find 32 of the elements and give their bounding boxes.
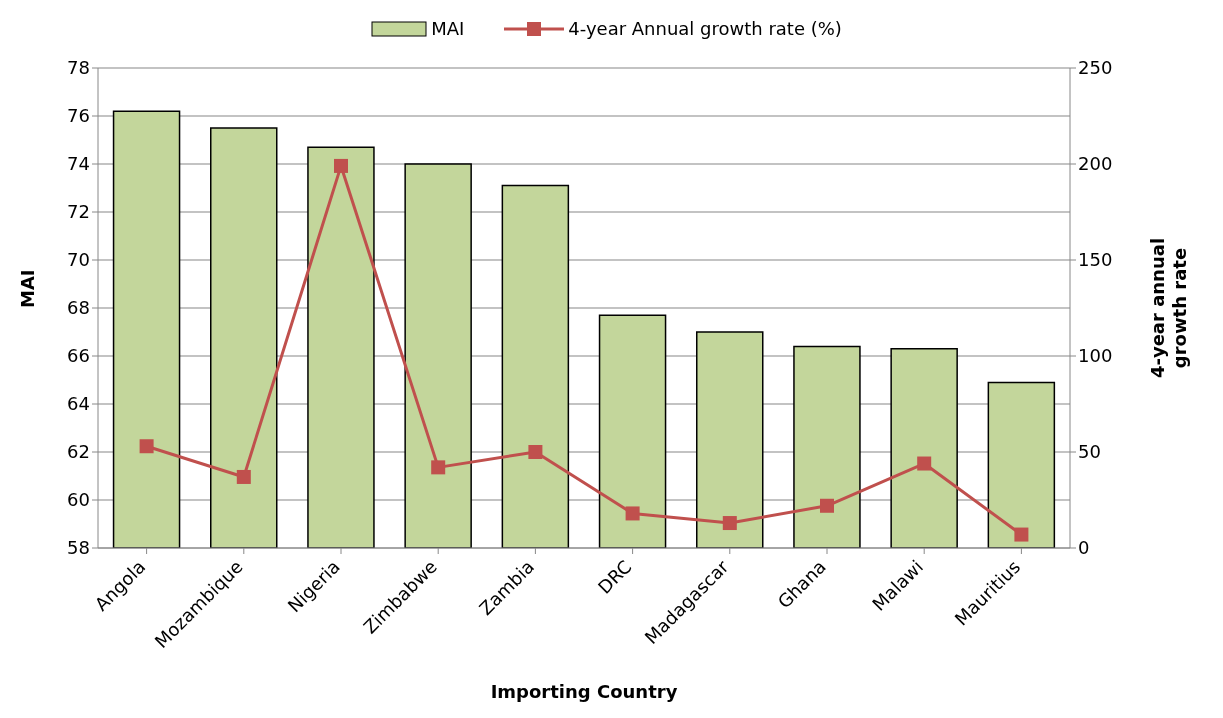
- y-tick-label: 62: [67, 441, 90, 463]
- y2-tick-label: 200: [1078, 153, 1113, 175]
- point: [625, 506, 640, 521]
- y2-tick-label: 0: [1078, 537, 1090, 559]
- y2-tick-label: 100: [1078, 345, 1113, 367]
- y-tick-label: 70: [67, 249, 90, 271]
- y-tick-label: 60: [67, 489, 90, 511]
- point: [334, 158, 348, 173]
- point: [528, 445, 543, 459]
- x-axis-title: Importing Country: [490, 681, 678, 702]
- y-tick-label: 66: [67, 345, 90, 367]
- y-tick-label: 74: [67, 153, 90, 175]
- y-axis-title: MAI: [17, 269, 39, 308]
- y-tick-label: 78: [67, 57, 90, 79]
- point: [236, 469, 251, 484]
- point: [1014, 527, 1029, 542]
- y2-tick-label: 250: [1078, 57, 1113, 79]
- y-tick-label: 72: [67, 201, 90, 223]
- point: [722, 516, 737, 531]
- y-tick-label: 68: [67, 297, 90, 319]
- point: [917, 456, 932, 471]
- point: [139, 439, 154, 454]
- point: [820, 498, 834, 513]
- y-tick-label: 58: [67, 537, 90, 559]
- legend-label: 4-year Annual growth rate (%): [567, 18, 842, 39]
- y-tick-label: 64: [67, 393, 90, 415]
- y2-tick-label: 50: [1078, 441, 1101, 463]
- y2-tick-label: 150: [1078, 249, 1113, 271]
- y-tick-label: 76: [67, 105, 90, 127]
- legend-label: MAI: [430, 18, 465, 39]
- y2-axis-title: 4-year annual growth rate: [1147, 237, 1190, 379]
- point: [431, 460, 446, 475]
